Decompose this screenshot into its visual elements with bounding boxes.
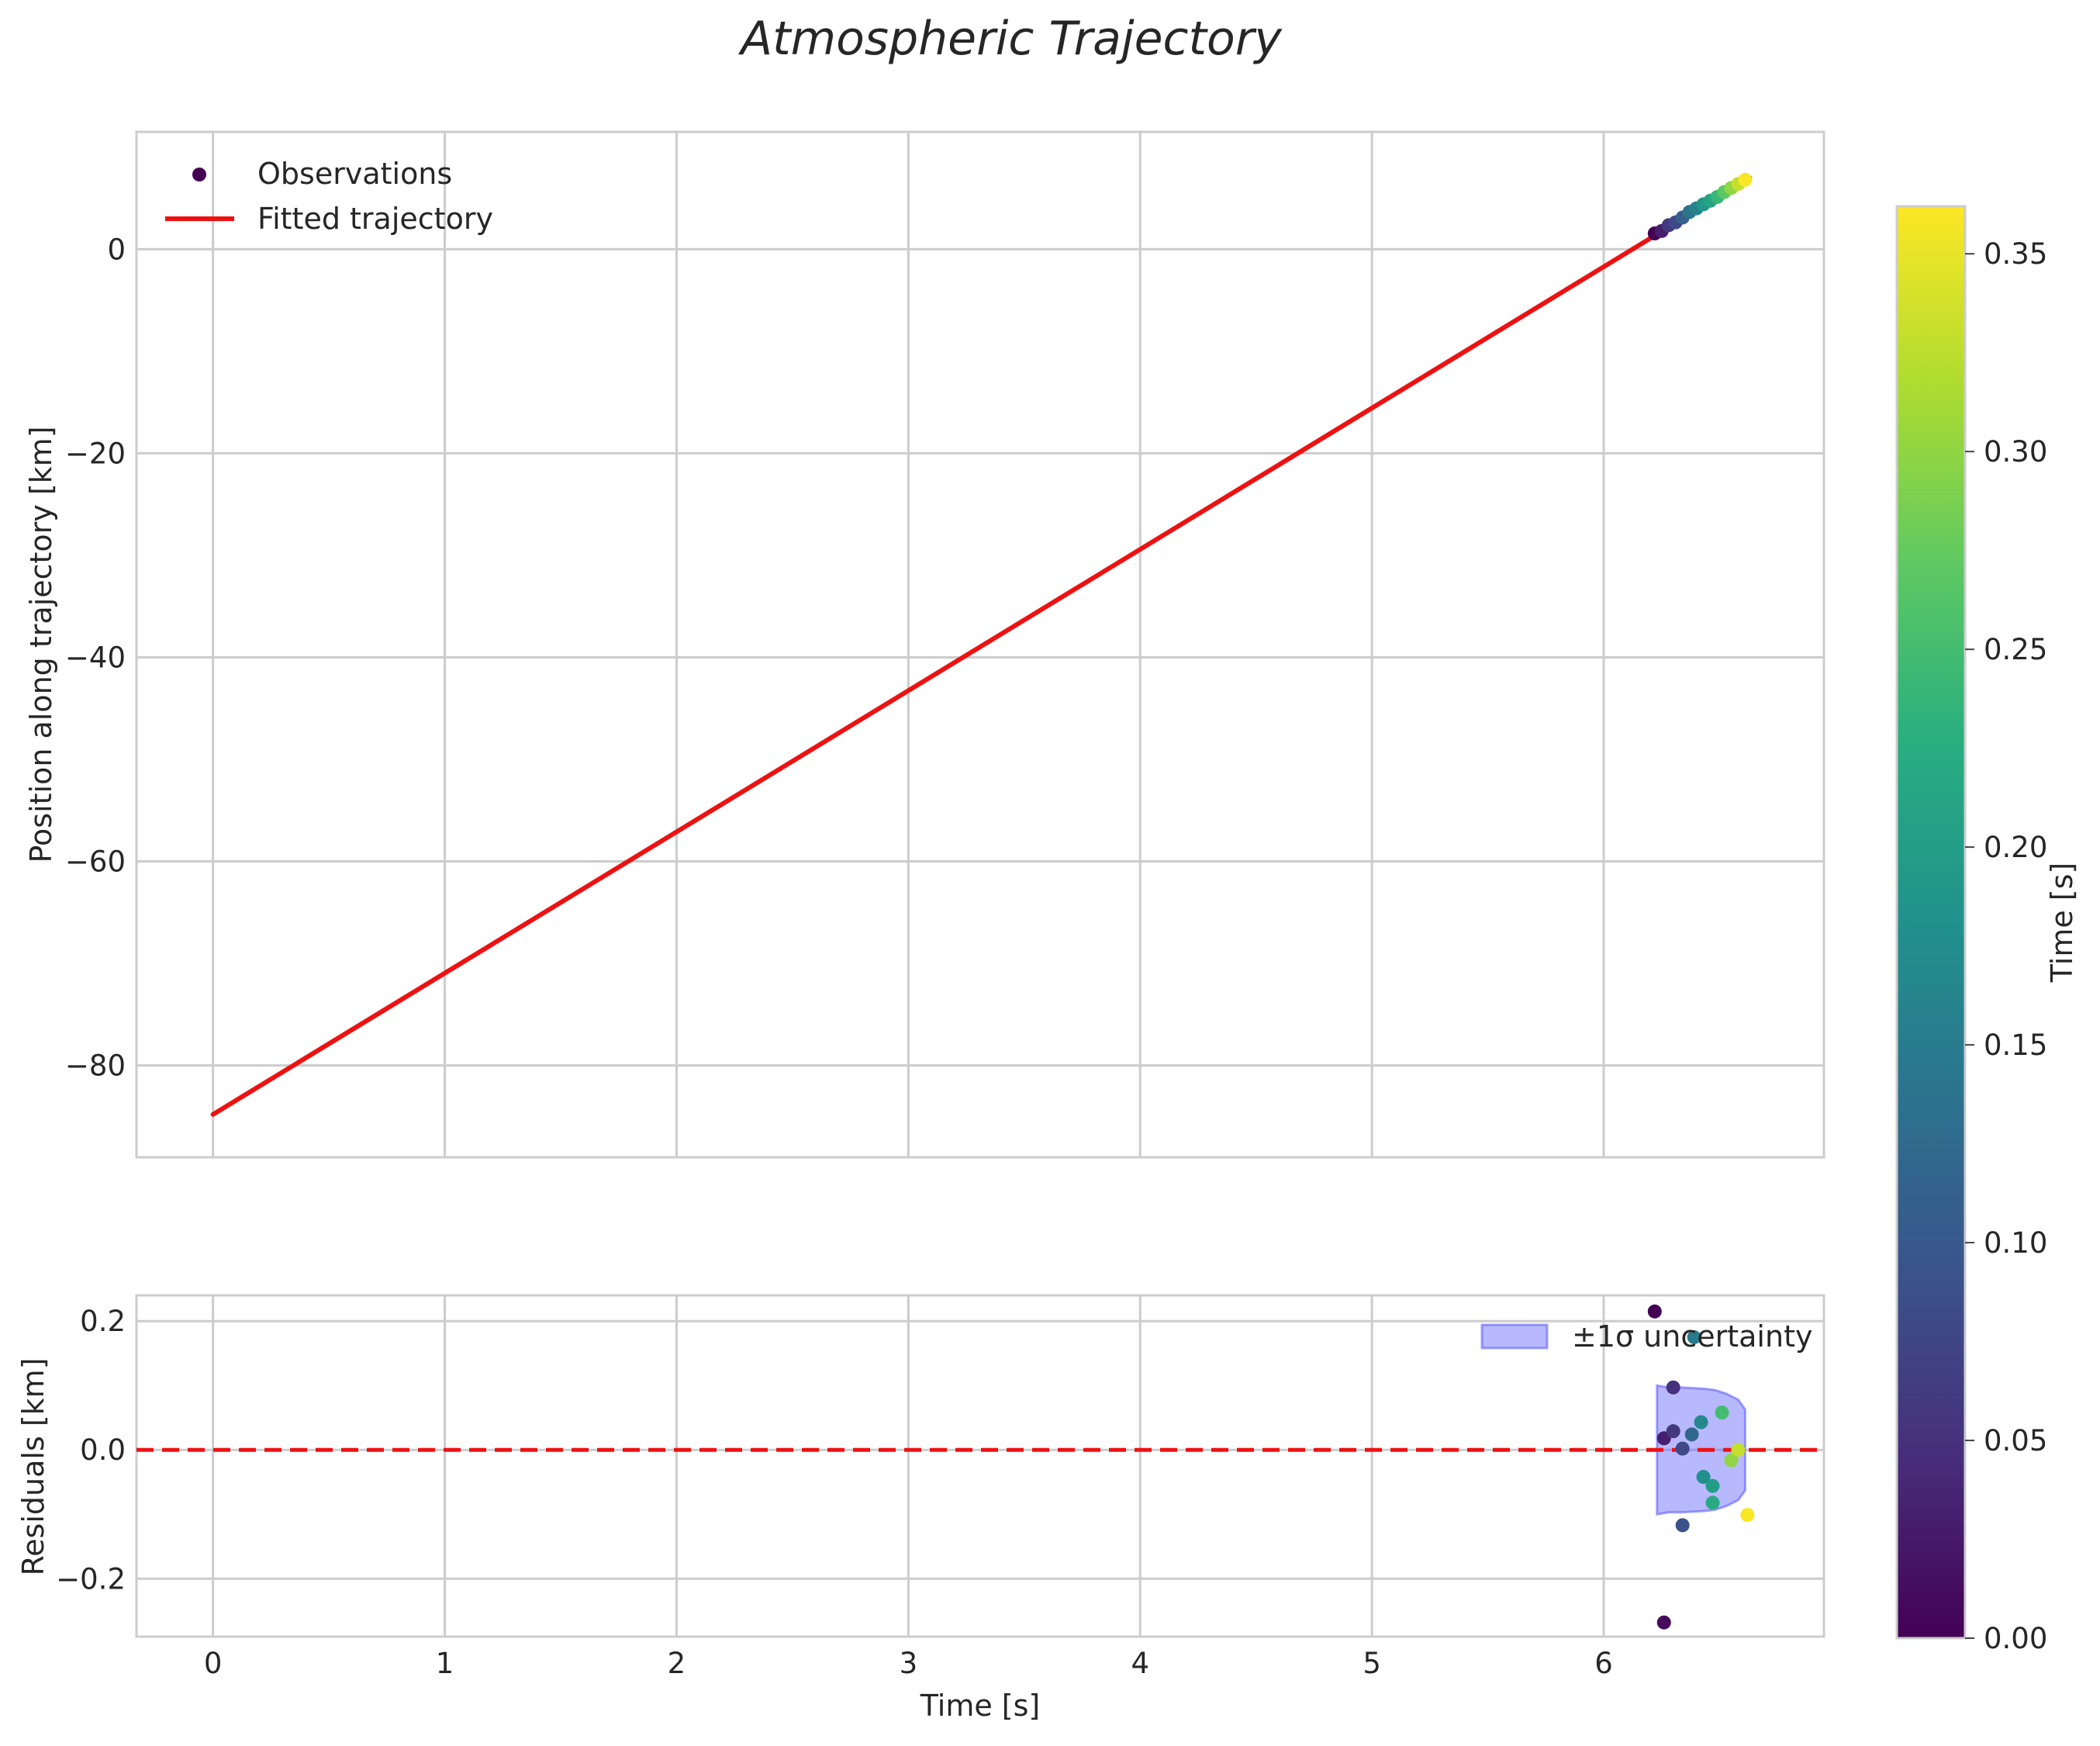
x-tick-label: 4: [1131, 1647, 1149, 1680]
top-y-axis-label: Position along trajectory [km]: [24, 426, 58, 863]
residual-point: [1705, 1478, 1720, 1493]
top-gridlines: [136, 132, 1824, 1157]
residual-point: [1687, 1329, 1701, 1344]
colorbar-tick-label: 0.15: [1984, 1029, 2047, 1062]
colorbar-tick-label: 0.10: [1984, 1226, 2047, 1260]
residual-point: [1647, 1304, 1662, 1319]
bottom-legend: ±1σ uncertainty: [1480, 1319, 1812, 1354]
residual-point: [1705, 1495, 1720, 1510]
top-axes-frame: [135, 130, 1825, 1159]
top-y-tick-label: −20: [65, 437, 126, 470]
bottom-gridlines: [136, 1295, 1824, 1637]
colorbar-tick-labels: 0.00 0.05 0.10 0.15 0.20 0.25 0.30 0.35: [1965, 237, 2047, 1655]
legend-uncertainty-swatch: [1480, 1323, 1549, 1350]
residual-point: [1694, 1415, 1708, 1430]
bottom-y-tick-label: 0.2: [80, 1305, 126, 1338]
bottom-y-tick-labels: −0.2 0.0 0.2: [56, 1305, 126, 1596]
top-y-tick-label: −60: [65, 845, 126, 879]
x-tick-label: 2: [668, 1647, 686, 1680]
residual-point: [1675, 1518, 1690, 1533]
residual-point: [1715, 1405, 1729, 1420]
observation-point: [1738, 172, 1753, 187]
residual-point: [1656, 1615, 1671, 1630]
observation-points: [1647, 172, 1753, 240]
residual-points: [1647, 1304, 1755, 1630]
top-panel: −80 −60 −40 −20 0 Position along trajectory …: [24, 130, 1825, 1159]
colorbar-tick-label: 0.35: [1984, 237, 2047, 271]
top-y-tick-labels: −80 −60 −40 −20 0: [65, 233, 126, 1082]
x-tick-label: 0: [204, 1647, 223, 1680]
residual-point: [1740, 1508, 1755, 1523]
colorbar: 0.00 0.05 0.10 0.15 0.20 0.25 0.30 0.35 Time [s…: [1895, 205, 2079, 1655]
colorbar-tick-label: 0.20: [1984, 831, 2047, 864]
residual-point: [1675, 1441, 1690, 1456]
legend-uncertainty-label: ±1σ uncertainty: [1572, 1319, 1812, 1354]
residual-point: [1666, 1424, 1680, 1439]
residual-point: [1731, 1443, 1746, 1457]
bottom-panel: −0.2 0.0 0.2 0 1 2 3 4 5 6 Residuals [km] Time […: [16, 1294, 1825, 1723]
colorbar-tick-label: 0.25: [1984, 633, 2047, 666]
colorbar-tick-label: 0.30: [1984, 435, 2047, 468]
legend-fitted-label: Fitted trajectory: [257, 202, 493, 236]
fitted-trajectory-line: [210, 175, 1753, 1117]
colorbar-label: Time [s]: [2045, 863, 2079, 984]
legend-observations-label: Observations: [257, 157, 452, 191]
residual-point: [1684, 1427, 1699, 1442]
chart-title: Atmospheric Trajectory: [737, 12, 1283, 66]
residual-point: [1666, 1380, 1680, 1395]
colorbar-gradient: [1895, 205, 1967, 1640]
legend-observations-marker: [192, 168, 206, 182]
x-axis-label: Time [s]: [920, 1689, 1041, 1723]
bottom-y-tick-label: 0.0: [80, 1433, 126, 1467]
residual-point: [1696, 1470, 1711, 1485]
colorbar-tick-label: 0.00: [1984, 1622, 2047, 1655]
top-y-tick-label: −40: [65, 641, 126, 674]
x-tick-label: 1: [436, 1647, 454, 1680]
bottom-y-tick-label: −0.2: [56, 1562, 126, 1596]
top-y-tick-label: −80: [65, 1049, 126, 1083]
bottom-x-tick-labels: 0 1 2 3 4 5 6: [204, 1647, 1613, 1680]
x-tick-label: 6: [1594, 1647, 1613, 1680]
x-tick-label: 5: [1363, 1647, 1381, 1680]
x-tick-label: 3: [900, 1647, 918, 1680]
bottom-axes-frame: [135, 1294, 1825, 1638]
colorbar-tick-label: 0.05: [1984, 1424, 2047, 1457]
top-y-tick-label: 0: [107, 233, 126, 266]
top-legend: Observations Fitted trajectory: [165, 157, 493, 236]
residual-point: [1724, 1453, 1739, 1468]
bottom-y-axis-label: Residuals [km]: [16, 1357, 50, 1575]
